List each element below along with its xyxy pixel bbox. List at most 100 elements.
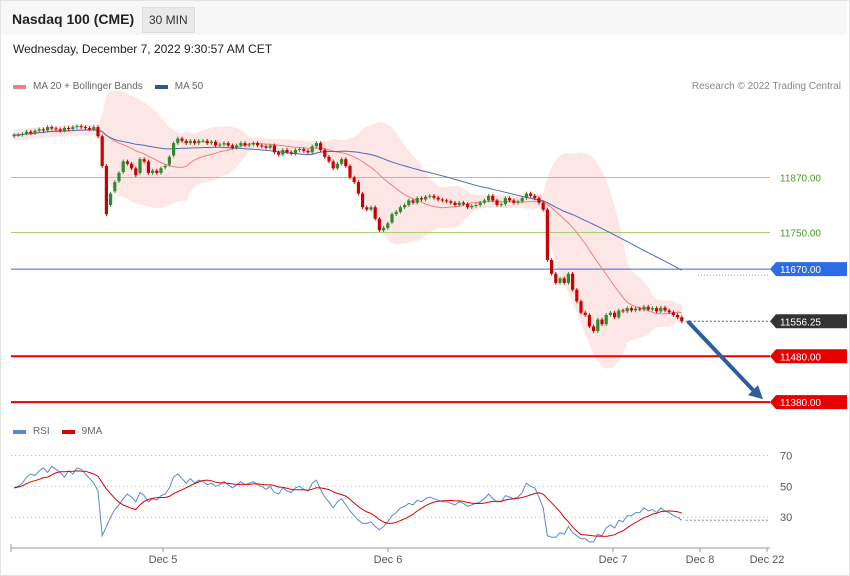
level-tag <box>770 314 847 329</box>
timestamp: Wednesday, December 7, 2022 9:30:57 AM C… <box>13 42 273 56</box>
candle-body <box>184 140 188 144</box>
candle-body <box>403 205 407 208</box>
candle-body <box>638 308 642 310</box>
candle-body <box>676 315 680 318</box>
level-label: 11870.00 <box>780 174 821 185</box>
candle-body <box>428 195 432 197</box>
candle-body <box>466 204 470 208</box>
candle-body <box>340 159 344 164</box>
candle-body <box>650 308 654 310</box>
legend-9ma-label: 9MA <box>81 426 103 437</box>
candle-body <box>201 140 205 142</box>
ma9-swatch <box>61 429 75 434</box>
legend-ma20-label: MA 20 + Bollinger Bands <box>33 81 143 92</box>
candle-body <box>306 150 310 153</box>
candle-body <box>356 182 360 194</box>
candle-body <box>482 200 486 203</box>
bollinger-band <box>14 90 682 369</box>
candle-body <box>495 200 499 205</box>
candle-body <box>298 149 302 151</box>
candle-body <box>281 150 285 155</box>
candle-body <box>134 168 138 176</box>
candle-body <box>344 159 348 167</box>
candle-body <box>377 218 381 231</box>
candle-body <box>550 260 554 274</box>
candle-body <box>239 143 243 146</box>
candle-body <box>16 134 20 136</box>
candle-body <box>474 205 478 206</box>
candle-body <box>487 195 491 201</box>
candle-body <box>398 207 402 212</box>
candle-body <box>264 146 268 148</box>
candle-body <box>67 128 71 129</box>
candle-body <box>407 200 411 205</box>
candle-body <box>235 145 239 148</box>
candle-body <box>478 202 482 205</box>
candle-body <box>117 172 121 182</box>
level-tag <box>770 395 847 410</box>
candle-body <box>554 273 558 283</box>
candle-body <box>512 200 516 203</box>
instrument-title: Nasdaq 100 (CME) <box>12 11 135 27</box>
candle-body <box>319 143 323 150</box>
candle-body <box>142 159 146 162</box>
candle-body <box>104 166 108 215</box>
candle-body <box>419 198 423 200</box>
rsi-line <box>13 465 683 543</box>
candle-body <box>310 146 314 153</box>
rsi-level-label: 50 <box>780 481 792 493</box>
candle-body <box>54 128 58 130</box>
candle-body <box>541 202 545 210</box>
candle-body <box>680 317 684 322</box>
candle-body <box>415 198 419 203</box>
level-label: 11556.25 <box>780 317 821 328</box>
x-tick-label: Dec 8 <box>686 554 715 566</box>
ma50-line <box>14 129 683 271</box>
candle-body <box>113 182 117 192</box>
candle-body <box>79 126 83 128</box>
candle-body <box>634 308 638 311</box>
ma20-swatch <box>13 84 26 89</box>
candle-body <box>41 129 45 131</box>
candle-body <box>121 161 125 172</box>
candle-body <box>436 197 440 200</box>
candle-body <box>529 193 533 196</box>
candle-body <box>323 150 327 157</box>
candle-body <box>159 168 163 173</box>
legend-ma50: MA 50 <box>154 81 204 92</box>
candle-body <box>394 211 398 215</box>
candle-body <box>629 308 633 311</box>
candle-body <box>50 127 54 129</box>
candle-body <box>491 195 495 201</box>
candle-body <box>335 163 339 169</box>
candle-body <box>125 161 129 164</box>
ma20-line <box>14 129 682 315</box>
level-label: 11380.00 <box>780 398 821 409</box>
candle-body <box>457 202 461 205</box>
candle-body <box>331 161 335 169</box>
candle-body <box>256 143 260 146</box>
candle-body <box>88 128 92 130</box>
candle-body <box>193 140 197 144</box>
legend-ma50-label: MA 50 <box>174 81 204 92</box>
candle-body <box>646 306 650 310</box>
candle-body <box>596 319 600 332</box>
candle-body <box>604 315 608 325</box>
candle-body <box>327 156 331 162</box>
candle-body <box>222 143 226 145</box>
candle-body <box>100 136 104 167</box>
candle-body <box>537 198 541 203</box>
candle-body <box>230 145 234 148</box>
candle-body <box>46 127 50 131</box>
legend-ma20: MA 20 + Bollinger Bands <box>13 81 143 92</box>
candle-body <box>453 202 457 205</box>
candle-body <box>382 227 386 231</box>
candle-body <box>58 129 62 131</box>
level-tag <box>770 262 847 277</box>
candle-body <box>277 152 281 155</box>
level-label: 11670.00 <box>780 265 821 276</box>
timeframe-badge[interactable]: 30 MIN <box>142 7 195 33</box>
price-legend: MA 20 + Bollinger Bands MA 50 <box>13 81 215 92</box>
candle-body <box>260 145 264 147</box>
candle-body <box>667 310 671 313</box>
